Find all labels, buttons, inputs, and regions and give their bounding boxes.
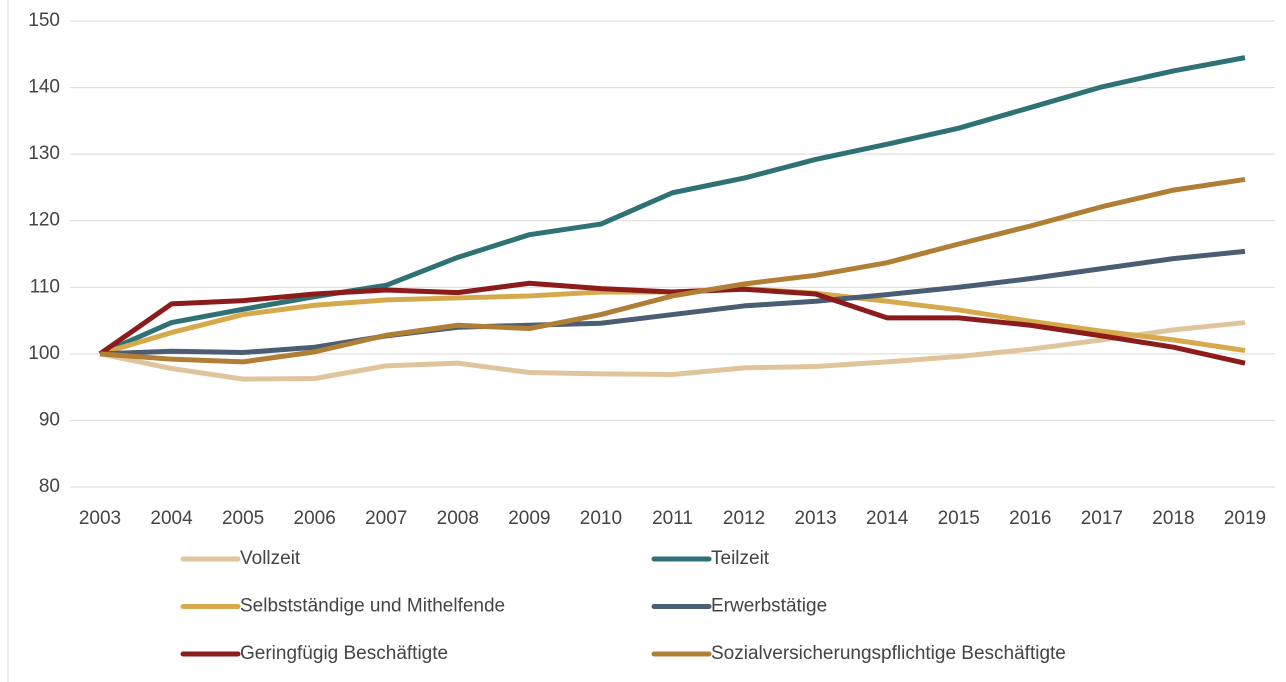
x-tick-label: 2011 [652, 508, 693, 529]
y-tick-label: 130 [28, 143, 60, 164]
x-tick-label: 2016 [1009, 508, 1051, 529]
legend-label: Erwerbstätige [711, 596, 827, 617]
legend-label: Selbstständige und Mithelfende [240, 596, 505, 617]
x-tick-label: 2005 [222, 508, 264, 529]
x-tick-label: 2015 [938, 508, 980, 529]
y-tick-label: 110 [30, 276, 60, 297]
x-tick-label: 2014 [866, 508, 909, 529]
y-tick-label: 150 [28, 10, 60, 31]
legend-label: Sozialversicherungspflichtige Beschäftig… [711, 643, 1066, 664]
x-tick-label: 2012 [723, 508, 765, 529]
x-tick-label: 2017 [1081, 508, 1123, 529]
x-tick-label: 2009 [508, 508, 550, 529]
x-tick-label: 2010 [580, 508, 622, 529]
x-tick-label: 2004 [150, 508, 193, 529]
legend-label: Teilzeit [711, 548, 770, 569]
y-tick-label: 100 [28, 343, 60, 364]
x-tick-label: 2013 [794, 508, 836, 529]
x-tick-label: 2007 [365, 508, 407, 529]
series-line [99, 320, 1246, 382]
x-tick-label: 2008 [437, 508, 479, 529]
series-line [99, 248, 1246, 357]
y-tick-label: 120 [28, 210, 60, 231]
series-line [99, 176, 1246, 365]
y-tick-label: 140 [28, 77, 60, 98]
y-tick-label: 90 [39, 409, 60, 430]
x-tick-label: 2003 [79, 508, 121, 529]
series-line [98, 280, 1246, 366]
series-line [98, 55, 1246, 357]
x-tick-label: 2018 [1152, 508, 1194, 529]
x-tick-label: 2019 [1224, 508, 1266, 529]
legend-label: Geringfügig Beschäftigte [240, 643, 448, 664]
x-tick-label: 2006 [294, 508, 336, 529]
legend-label: Vollzeit [240, 548, 301, 569]
y-tick-label: 80 [39, 476, 60, 497]
